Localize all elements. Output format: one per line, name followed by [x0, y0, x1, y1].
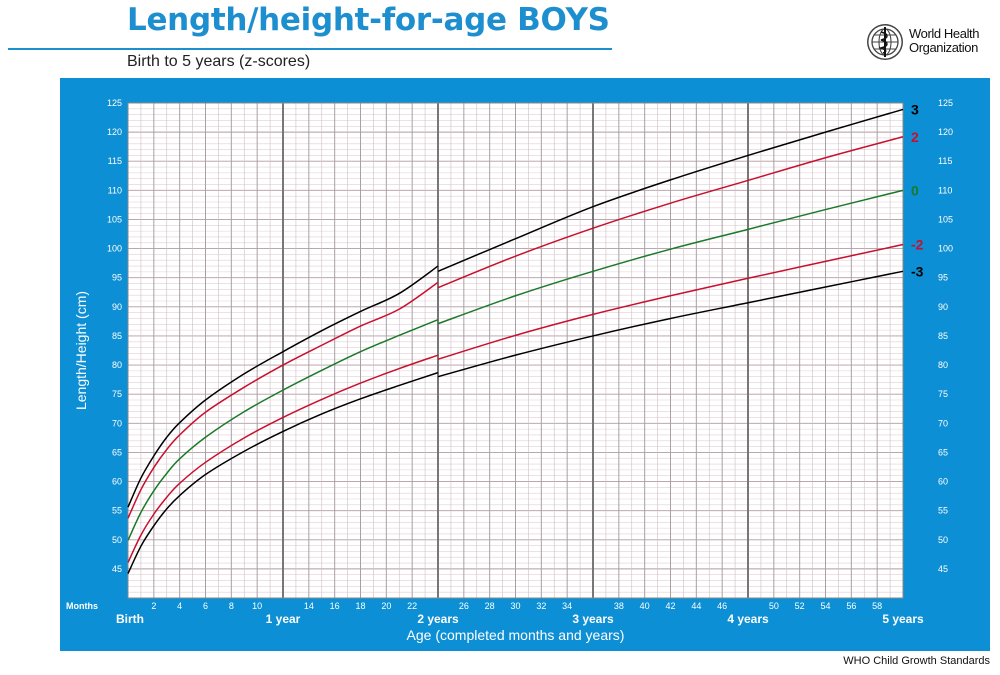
x-month-tick-label: 38	[614, 601, 624, 611]
y-tick-label-left: 55	[112, 506, 122, 516]
y-tick-label-right: 80	[938, 360, 948, 370]
x-month-tick-label: 54	[820, 601, 830, 611]
y-tick-label-right: 120	[938, 127, 953, 137]
series-line-z3-birth-to-2	[127, 265, 439, 508]
y-tick-label-left: 120	[107, 127, 122, 137]
y-tick-label-right: 65	[938, 447, 948, 457]
x-year-label: 5 years	[882, 612, 924, 626]
y-axis-title: Length/Height (cm)	[73, 291, 89, 410]
x-month-tick-label: 14	[304, 601, 314, 611]
x-month-tick-label: 6	[203, 601, 208, 611]
series-label-z2: 2	[911, 129, 919, 145]
x-month-tick-label: 8	[229, 601, 234, 611]
y-tick-label-left: 60	[112, 477, 122, 487]
x-axis-title: Age (completed months and years)	[407, 627, 625, 643]
y-tick-label-left: 45	[112, 564, 122, 574]
series-line-z2-birth-to-2	[127, 281, 439, 519]
y-tick-label-left: 80	[112, 360, 122, 370]
x-month-tick-label: 56	[846, 601, 856, 611]
y-tick-label-right: 85	[938, 331, 948, 341]
x-month-tick-label: 58	[872, 601, 882, 611]
x-month-tick-label: 42	[665, 601, 675, 611]
x-month-tick-label: 46	[717, 601, 727, 611]
series-line-z0-birth-to-2	[127, 318, 439, 541]
y-tick-label-right: 110	[938, 185, 952, 195]
series-label-z3: 3	[911, 101, 919, 117]
y-tick-label-left: 85	[112, 331, 122, 341]
y-tick-label-right: 105	[938, 214, 953, 224]
y-tick-label-left: 75	[112, 389, 122, 399]
x-month-tick-label: 34	[562, 601, 572, 611]
plot-frame	[127, 102, 904, 599]
grid	[128, 103, 903, 598]
months-axis-label: Months	[66, 601, 98, 611]
y-tick-label-left: 50	[112, 535, 122, 545]
who-name: World Health Organization	[909, 26, 980, 55]
series-curves	[127, 108, 904, 574]
x-month-tick-label: 30	[510, 601, 520, 611]
y-tick-label-right: 70	[938, 418, 948, 428]
y-tick-label-right: 75	[938, 389, 948, 399]
who-emblem-icon	[867, 24, 903, 60]
y-tick-label-right: 55	[938, 506, 948, 516]
y-tick-label-left: 125	[107, 98, 122, 108]
x-month-tick-label: 10	[252, 601, 262, 611]
y-tick-label-left: 105	[107, 214, 122, 224]
y-tick-label-right: 45	[938, 564, 948, 574]
x-month-tick-label: 2	[151, 601, 156, 611]
y-tick-label-left: 100	[107, 244, 122, 254]
series-line-zminus3-birth-to-2	[127, 371, 439, 574]
x-year-label: 3 years	[572, 612, 614, 626]
y-tick-label-left: 65	[112, 447, 122, 457]
chart-panel: 45 45 50 50 55 55 60 60 65 65 70 70 75 75 80 80 85 85 90 90…	[60, 78, 990, 651]
x-month-tick-label: 18	[355, 601, 365, 611]
y-tick-label-right: 125	[938, 98, 953, 108]
series-line-zminus3-2-to-5	[437, 270, 904, 378]
y-tick-label-right: 50	[938, 535, 948, 545]
footer-source: WHO Child Growth Standards	[843, 655, 990, 667]
y-tick-label-right: 95	[938, 273, 948, 283]
y-tick-label-right: 60	[938, 477, 948, 487]
title-rule	[8, 48, 612, 50]
page-subtitle: Birth to 5 years (z-scores)	[127, 53, 311, 70]
x-month-tick-label: 28	[485, 601, 495, 611]
y-tick-label-right: 90	[938, 302, 948, 312]
x-month-tick-label: 20	[381, 601, 391, 611]
series-label-z0: 0	[911, 182, 919, 198]
series-line-z2-2-to-5	[437, 136, 904, 289]
y-tick-label-left: 95	[112, 273, 122, 283]
y-tick-label-left: 90	[112, 302, 122, 312]
y-tick-label-right: 115	[938, 156, 952, 166]
series-line-zminus2-2-to-5	[437, 243, 904, 360]
x-month-tick-label: 44	[691, 601, 701, 611]
x-month-tick-label: 40	[640, 601, 650, 611]
series-line-zminus2-birth-to-2	[127, 354, 439, 563]
x-month-tick-label: 26	[459, 601, 469, 611]
series-line-z3-2-to-5	[437, 108, 904, 272]
x-year-label: Birth	[116, 612, 144, 626]
who-name-line2: Organization	[909, 40, 978, 55]
x-year-label: 1 year	[266, 612, 301, 626]
x-month-tick-label: 52	[795, 601, 805, 611]
who-name-line1: World Health	[909, 26, 980, 41]
x-year-label: 2 years	[417, 612, 459, 626]
x-year-label: 4 years	[727, 612, 769, 626]
x-month-tick-label: 50	[769, 601, 779, 611]
y-tick-label-left: 115	[108, 156, 122, 166]
y-tick-label-left: 110	[108, 185, 122, 195]
x-month-tick-label: 22	[407, 601, 417, 611]
series-line-z0-2-to-5	[437, 189, 904, 325]
x-month-tick-label: 32	[536, 601, 546, 611]
page-title: Length/height-for-age BOYS	[127, 2, 610, 38]
who-logo: World Health Organization	[865, 22, 995, 62]
series-label-zminus3: -3	[911, 263, 924, 279]
x-month-tick-label: 4	[177, 601, 182, 611]
y-tick-label-right: 100	[938, 244, 953, 254]
y-tick-label-left: 70	[112, 418, 122, 428]
series-label-zminus2: -2	[911, 237, 924, 253]
x-month-tick-label: 16	[330, 601, 340, 611]
